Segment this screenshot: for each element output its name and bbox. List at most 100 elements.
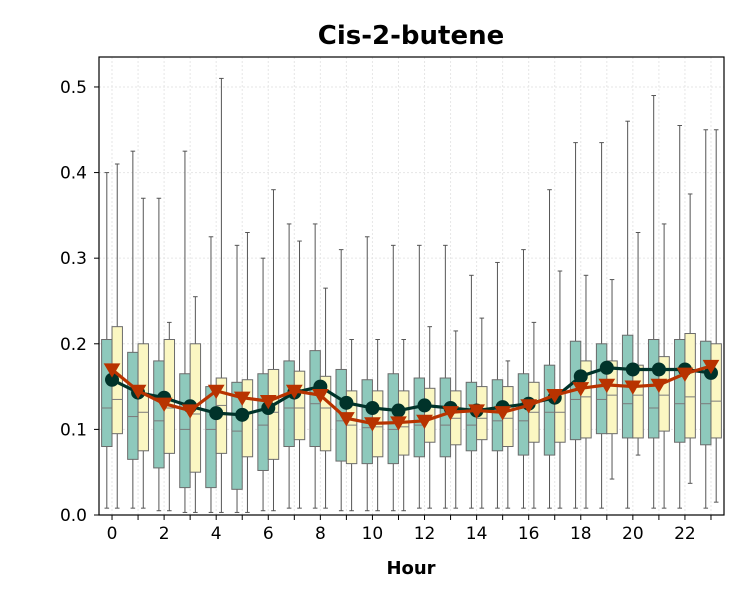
box-body xyxy=(674,339,686,443)
line-marker-circle xyxy=(417,398,432,413)
x-axis-label: Hour xyxy=(386,558,435,579)
box-plot xyxy=(241,231,254,513)
line-marker-triangle xyxy=(442,406,459,421)
y-tick-label: 0.4 xyxy=(60,164,87,184)
line-marker-triangle xyxy=(155,397,173,412)
box-body xyxy=(293,370,306,441)
x-tick-label: 0 xyxy=(107,524,118,544)
box-body xyxy=(283,360,295,448)
box-plot xyxy=(606,279,618,480)
line-marker-triangle xyxy=(598,378,616,393)
box-plot xyxy=(293,240,306,509)
box-plot xyxy=(205,236,217,513)
box-body xyxy=(710,343,722,439)
line-marker-triangle xyxy=(468,404,485,419)
line-marker-circle xyxy=(391,403,406,418)
box-plot xyxy=(387,244,399,512)
line-marker-triangle xyxy=(311,389,329,404)
line-marker-triangle xyxy=(520,399,538,414)
box-body xyxy=(606,360,618,435)
box-body xyxy=(257,373,269,471)
x-tick-label: 20 xyxy=(622,524,644,544)
box-plot xyxy=(647,95,660,509)
plot-frame xyxy=(98,56,725,516)
line-marker-circle xyxy=(599,360,614,375)
line-marker-triangle xyxy=(364,417,381,432)
y-tick-label: 0.0 xyxy=(60,506,87,526)
box-plot xyxy=(491,261,504,509)
line-series xyxy=(111,366,712,417)
box-body xyxy=(684,333,696,439)
box-plot xyxy=(215,77,228,513)
box-body xyxy=(517,373,530,456)
box-plot xyxy=(257,257,269,512)
box-plot xyxy=(528,321,540,509)
line-marker-triangle xyxy=(129,384,147,399)
box-plot xyxy=(674,124,686,509)
line-marker-triangle xyxy=(103,363,121,378)
y-tick-label: 0.5 xyxy=(60,78,87,98)
box-body xyxy=(153,360,165,469)
line-marker-triangle xyxy=(546,389,564,404)
box-body xyxy=(205,386,217,489)
box-plot xyxy=(465,274,478,509)
box-plot xyxy=(450,330,462,509)
box-plot xyxy=(621,120,634,509)
x-tick-label: 16 xyxy=(518,524,540,544)
box-plots xyxy=(101,77,722,513)
box-body xyxy=(127,351,139,460)
box-plot xyxy=(335,249,347,512)
box-plot xyxy=(361,236,373,512)
x-tick-label: 4 xyxy=(211,524,222,544)
line-marker-triangle xyxy=(390,416,407,431)
box-plot xyxy=(517,249,530,509)
chart-title: Cis-2-butene xyxy=(318,21,504,51)
x-tick-label: 8 xyxy=(315,524,326,544)
box-plot xyxy=(283,223,295,509)
y-tick-label: 0.3 xyxy=(60,249,87,269)
box-body xyxy=(345,390,358,465)
x-tick-label: 2 xyxy=(159,524,170,544)
x-tick-label: 6 xyxy=(263,524,274,544)
line-marker-triangle xyxy=(702,359,720,375)
box-body xyxy=(543,364,556,456)
box-plot xyxy=(413,244,426,509)
box-plot xyxy=(231,244,243,513)
box-plot xyxy=(569,142,582,509)
box-plot xyxy=(179,150,191,513)
line-marker-triangle xyxy=(285,384,303,399)
box-plot xyxy=(595,142,608,509)
line-marker-circle xyxy=(573,369,588,384)
line-marker-triangle xyxy=(181,404,199,419)
box-plot xyxy=(267,189,280,512)
line-series xyxy=(111,364,712,425)
box-plot xyxy=(700,129,712,509)
box-body xyxy=(658,356,670,432)
line-marker-triangle xyxy=(572,382,590,397)
box-plot xyxy=(153,197,165,512)
box-plot xyxy=(345,339,358,512)
line-marker-circle xyxy=(235,407,250,422)
line-marker-circle xyxy=(625,362,640,377)
box-plot xyxy=(658,223,670,509)
box-plot xyxy=(580,274,592,509)
line-marker-circle xyxy=(339,395,354,410)
box-plot xyxy=(684,193,696,484)
line-marker-circle xyxy=(209,406,224,421)
line-marker-triangle xyxy=(338,412,355,427)
box-plot xyxy=(710,129,722,503)
x-tick-label: 18 xyxy=(570,524,592,544)
box-plot xyxy=(502,360,514,509)
line-marker-triangle xyxy=(259,395,277,410)
line-marker-triangle xyxy=(676,367,694,382)
box-plot xyxy=(543,189,556,509)
box-plot xyxy=(439,244,452,509)
line-marker-triangle xyxy=(624,380,642,395)
box-plot xyxy=(101,172,113,509)
line-marker-triangle xyxy=(233,391,251,406)
box-plot xyxy=(319,287,332,509)
box-plot xyxy=(632,231,644,456)
line-marker-triangle xyxy=(416,414,433,429)
